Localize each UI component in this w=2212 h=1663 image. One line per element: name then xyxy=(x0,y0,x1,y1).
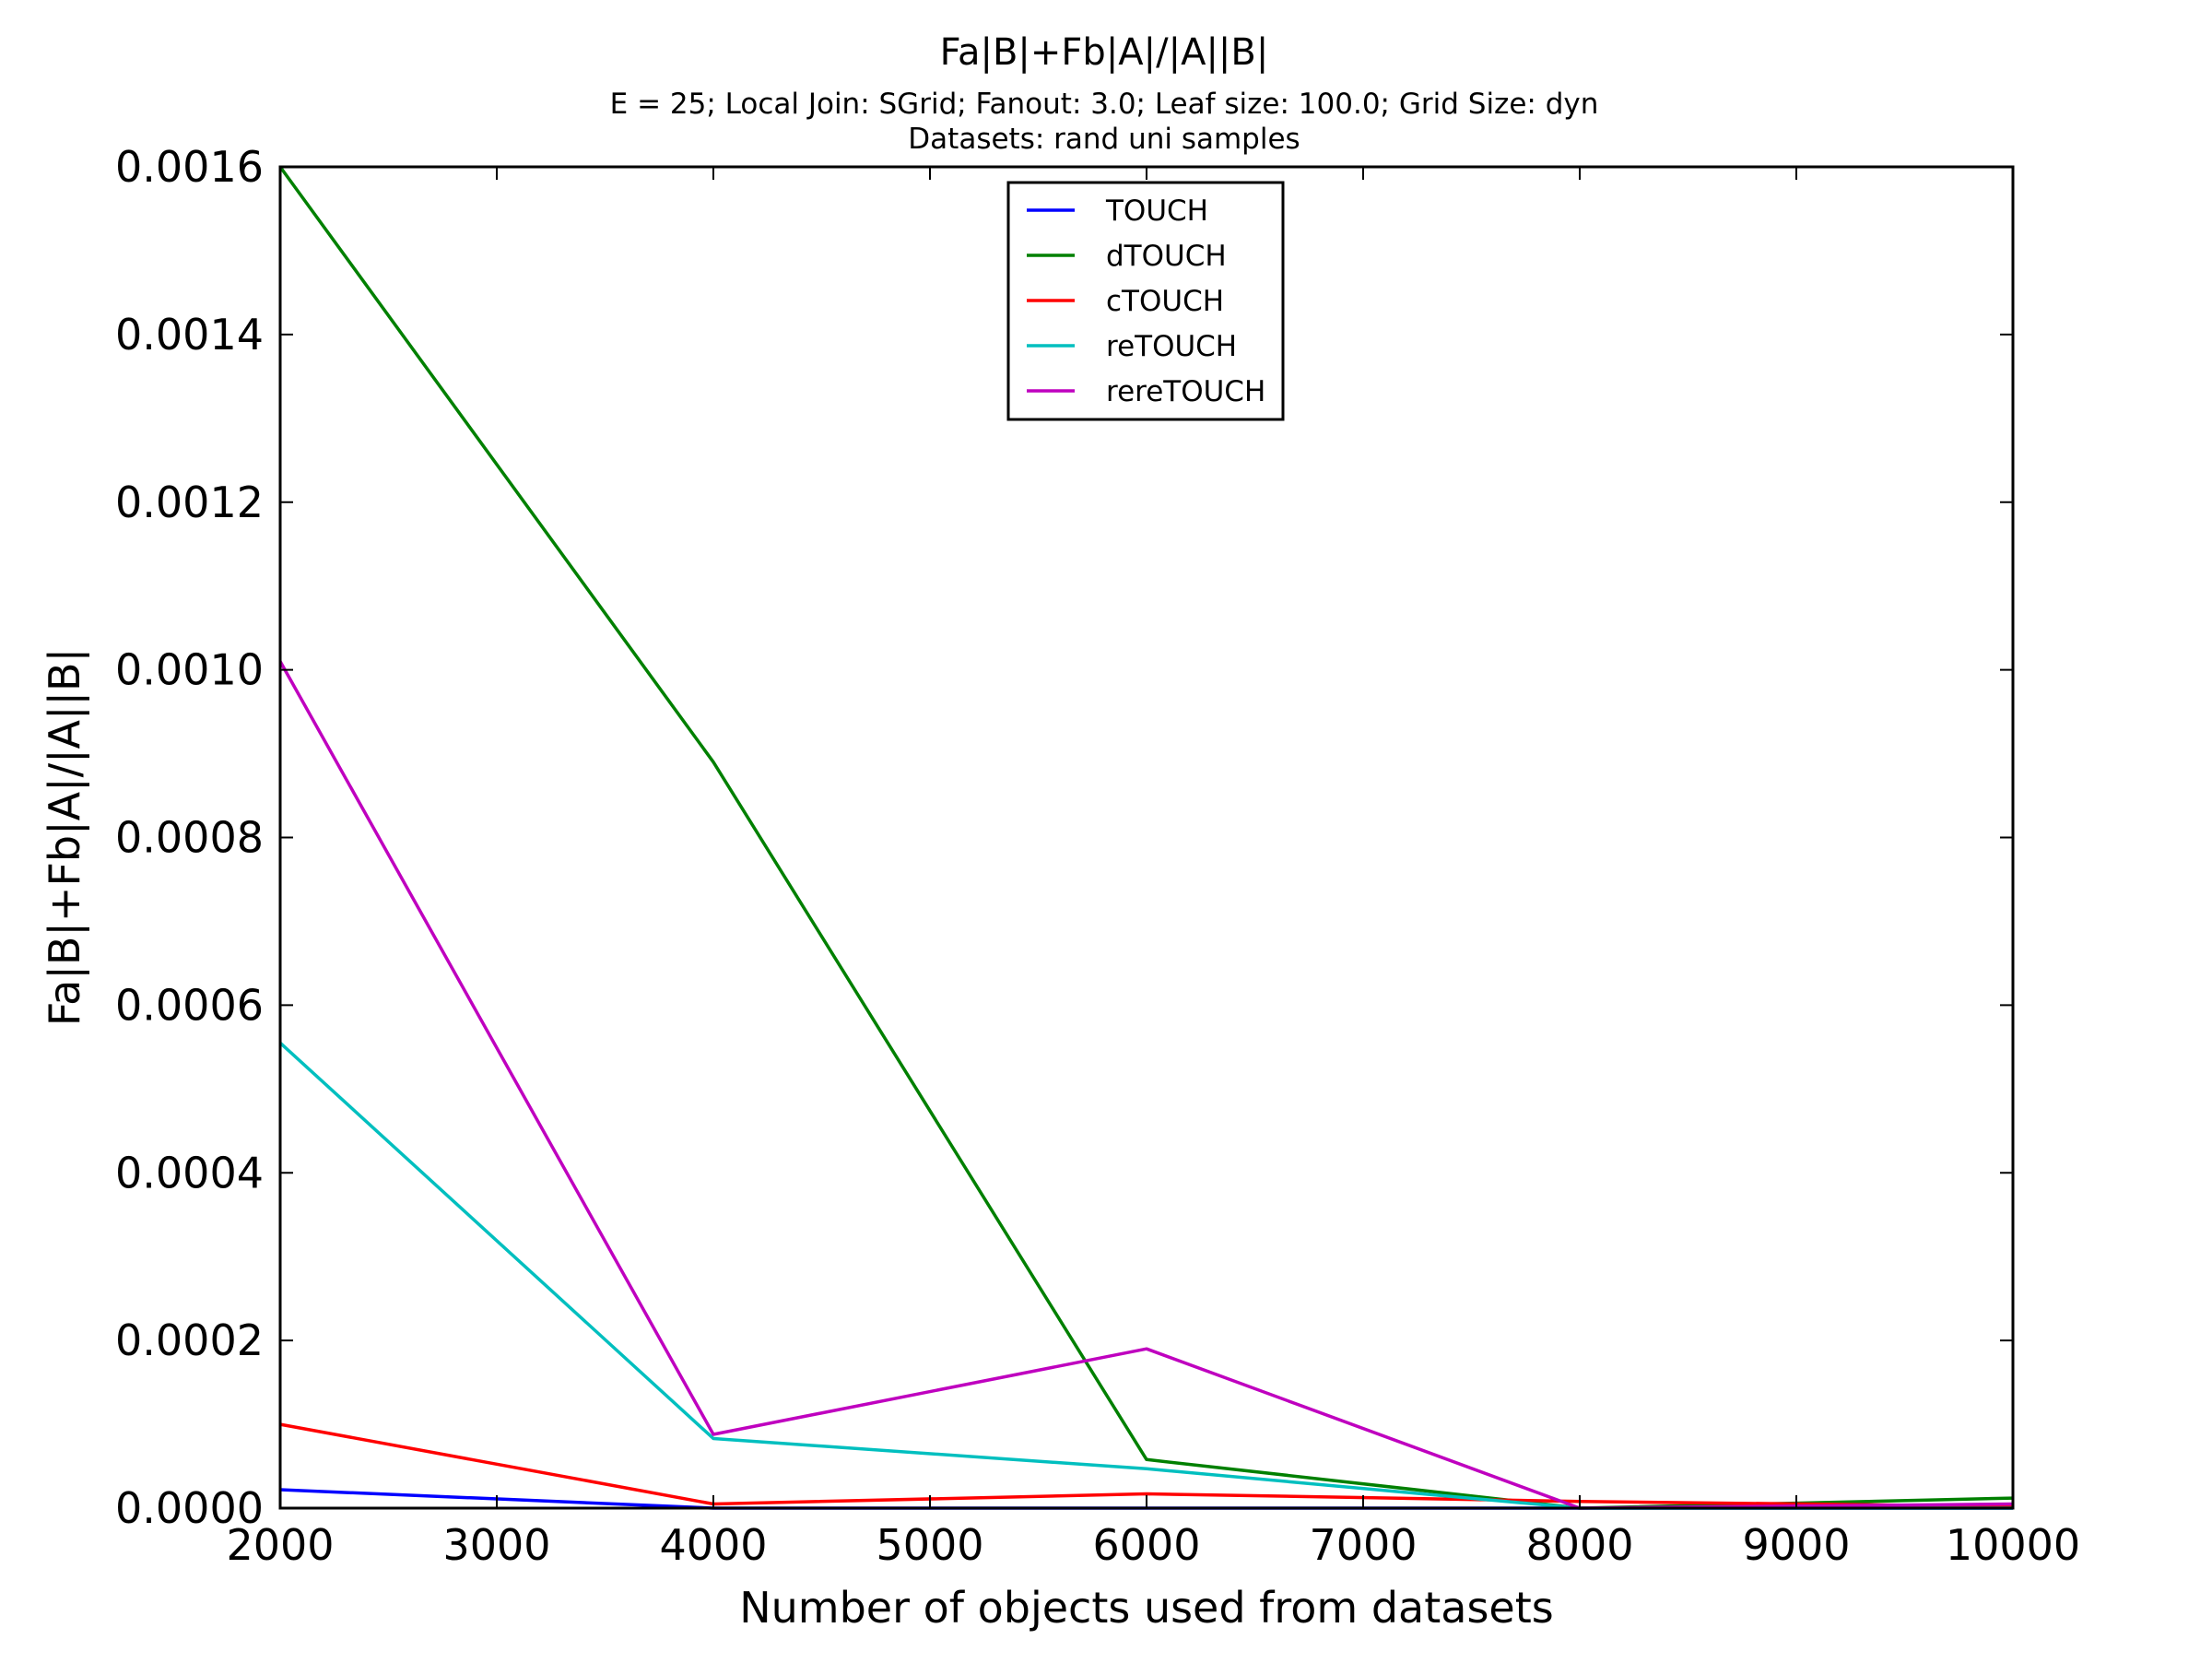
y-axis-label: Fa|B|+Fb|A|/|A||B| xyxy=(40,648,90,1026)
chart-subtitle-line-1: E = 25; Local Join: SGrid; Fanout: 3.0; … xyxy=(610,88,1599,121)
y-tick-label: 0.0010 xyxy=(115,645,264,695)
y-tick-label: 0.0014 xyxy=(115,310,264,360)
legend-label-ctouch: cTOUCH xyxy=(1106,285,1224,318)
legend-label-reretouch: rereTOUCH xyxy=(1106,375,1265,408)
legend-label-dtouch: dTOUCH xyxy=(1106,240,1227,273)
legend: TOUCH dTOUCH cTOUCH reTOUCH rereTOUCH xyxy=(1006,181,1285,421)
y-tick-label: 0.0016 xyxy=(115,142,264,192)
x-tick-label: 4000 xyxy=(659,1520,767,1570)
y-tick-label: 0.0006 xyxy=(115,980,264,1030)
legend-label-retouch: reTOUCH xyxy=(1106,330,1237,363)
y-tick-label: 0.0004 xyxy=(115,1148,264,1197)
x-tick-label: 6000 xyxy=(1092,1520,1200,1570)
series-line-dtouch xyxy=(278,165,2014,1510)
x-tick-label: 2000 xyxy=(226,1520,334,1570)
x-tick-label: 9000 xyxy=(1742,1520,1850,1570)
legend-box xyxy=(1006,181,1285,421)
x-tick-label: 7000 xyxy=(1309,1520,1417,1570)
y-tick-label: 0.0002 xyxy=(115,1315,264,1365)
plot-frame xyxy=(278,165,2015,1510)
y-tick-label: 0.0000 xyxy=(115,1483,264,1533)
x-tick-label: 8000 xyxy=(1525,1520,1633,1570)
chart-title: Fa|B|+Fb|A|/|A||B| xyxy=(940,31,1269,74)
y-tick-label: 0.0012 xyxy=(115,478,264,527)
x-axis-label: Number of objects used from datasets xyxy=(739,1583,1554,1633)
legend-label-touch: TOUCH xyxy=(1105,195,1208,228)
x-tick-label: 10000 xyxy=(1946,1520,2080,1570)
x-tick-label: 3000 xyxy=(442,1520,550,1570)
x-tick-label: 5000 xyxy=(876,1520,983,1570)
y-tick-label: 0.0008 xyxy=(115,813,264,863)
chart-subtitle-line-2: Datasets: rand uni samples xyxy=(908,123,1300,156)
series-line-ctouch xyxy=(279,1422,2014,1508)
tick-layer: 2000 3000 4000 5000 6000 7000 8000 9000 10000 0.0… xyxy=(115,142,2080,1570)
